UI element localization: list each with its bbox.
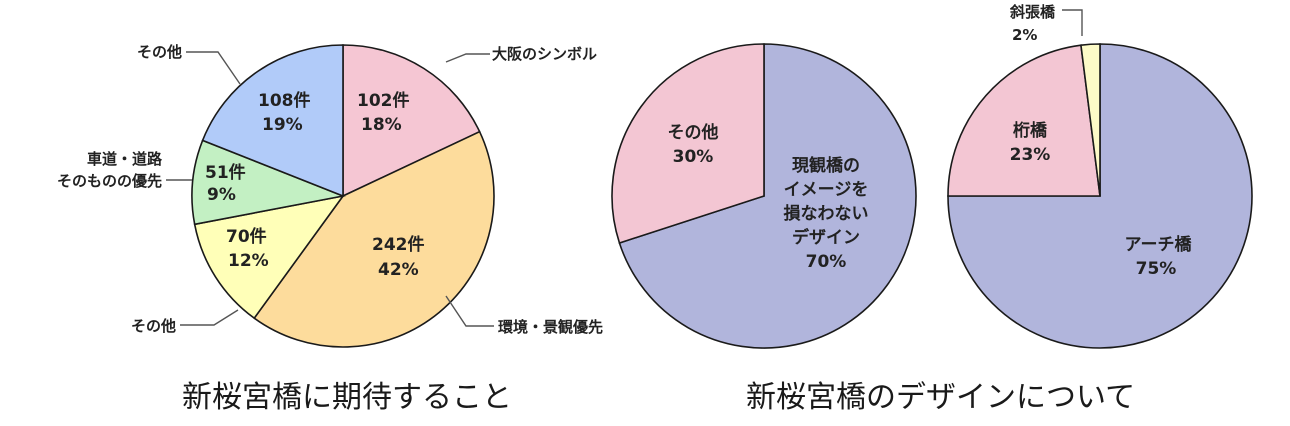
slice-label-girder-name: 桁橋 xyxy=(1013,120,1048,141)
slice-label-other-bottom-count: 70件 xyxy=(226,226,267,247)
slice-env xyxy=(253,130,495,348)
ext-label-other-top: その他 xyxy=(137,43,182,61)
caption-design: 新桜宮橋のデザインについて xyxy=(746,380,1136,415)
leader-symbol xyxy=(445,53,490,63)
slice-label-road-percent: 9% xyxy=(207,185,236,205)
ext-label-cable-percent: 2% xyxy=(1012,26,1037,44)
pie-bridge-type: 桁橋 23% アーチ橋 75% 斜張橋 2% xyxy=(947,3,1253,349)
slice-label-design-line2: イメージを xyxy=(784,180,869,200)
slice-label-design-line5: 70% xyxy=(806,252,847,272)
slice-label-design-line4: デザイン xyxy=(792,227,860,248)
slice-label-env-count: 242件 xyxy=(372,234,425,255)
leader-other-top xyxy=(186,51,241,85)
slice-other-bottom xyxy=(193,194,345,320)
ext-label-env: 環境・景観優先 xyxy=(498,318,603,336)
slice-label-design-line1: 現観橋の xyxy=(792,155,860,176)
slice-label-other-line2: 30% xyxy=(673,147,714,167)
leader-env xyxy=(445,295,494,327)
slice-other xyxy=(611,43,765,244)
pie-design-general: その他 30% 現観橋の イメージを 損なわない デザイン 70% xyxy=(611,43,917,349)
leader-cable xyxy=(1062,9,1083,36)
ext-label-road-line2: そのものの優先 xyxy=(57,172,162,190)
slice-label-girder-percent: 23% xyxy=(1010,145,1051,165)
slice-cable xyxy=(1080,43,1101,197)
slice-label-arch-name: アーチ橋 xyxy=(1125,234,1193,255)
slice-label-other-bottom-percent: 12% xyxy=(228,251,269,271)
slice-girder xyxy=(947,44,1101,197)
slice-other-top xyxy=(201,44,344,198)
pie-expectations: 102件 18% 242件 42% 70件 12% 51件 9% 108件 19… xyxy=(57,43,603,348)
ext-label-other-bottom: その他 xyxy=(131,317,176,335)
leader-other-bottom xyxy=(180,309,239,326)
slice-label-arch-percent: 75% xyxy=(1136,259,1177,279)
slice-label-road-count: 51件 xyxy=(205,162,246,183)
slice-label-other-top-count: 108件 xyxy=(258,90,311,111)
slice-road xyxy=(191,139,346,226)
slice-arch xyxy=(947,43,1253,349)
slice-label-other-top-percent: 19% xyxy=(262,115,303,135)
slice-symbol xyxy=(342,44,481,198)
slice-label-symbol-count: 102件 xyxy=(357,90,410,111)
slice-label-design-line3: 損なわない xyxy=(784,203,869,224)
slice-label-symbol-percent: 18% xyxy=(361,115,402,135)
caption-expectations: 新桜宮橋に期待すること xyxy=(182,380,512,415)
slice-label-env-percent: 42% xyxy=(378,260,419,280)
ext-label-road-line1: 車道・道路 xyxy=(87,150,163,168)
ext-label-symbol: 大阪のシンボル xyxy=(492,45,597,63)
ext-label-cable-name: 斜張橋 xyxy=(1009,3,1056,21)
slice-design xyxy=(618,43,917,349)
slice-label-other-line1: その他 xyxy=(668,122,719,143)
